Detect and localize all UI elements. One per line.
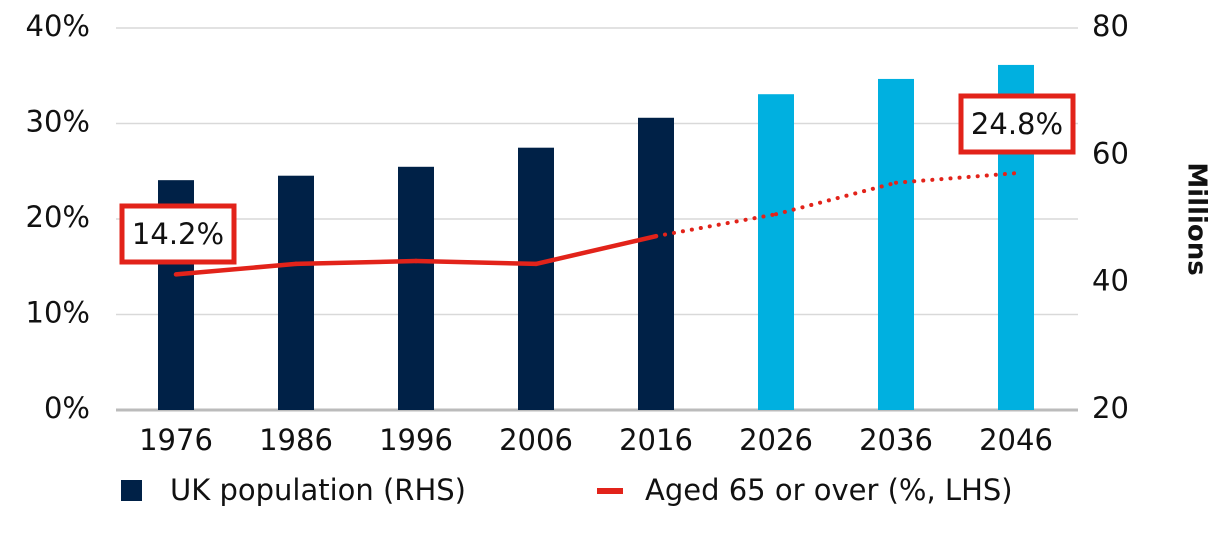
bar bbox=[878, 78, 914, 410]
legend-swatch bbox=[121, 480, 142, 501]
bar bbox=[398, 166, 434, 410]
line-segment bbox=[293, 258, 419, 267]
line-segment bbox=[774, 180, 898, 217]
data-label: 14.2% bbox=[132, 217, 224, 251]
y-tick-label: 20% bbox=[26, 200, 90, 234]
bar bbox=[518, 147, 554, 410]
x-tick-label: 2046 bbox=[979, 423, 1053, 457]
bar bbox=[638, 117, 674, 411]
x-tick-label: 2036 bbox=[859, 423, 933, 457]
bar bbox=[278, 175, 314, 410]
line-segment bbox=[654, 212, 778, 239]
y-tick-label: 40% bbox=[26, 9, 90, 43]
y-tick-label: 10% bbox=[26, 296, 90, 330]
y2-tick-label: 80 bbox=[1092, 9, 1129, 43]
y-tick-label: 30% bbox=[26, 105, 90, 139]
legend-label: Aged 65 or over (%, LHS) bbox=[645, 473, 1013, 507]
line-segment bbox=[533, 233, 659, 267]
x-tick-label: 2006 bbox=[499, 423, 573, 457]
x-tick-label: 1996 bbox=[379, 423, 453, 457]
legend-swatch bbox=[597, 488, 623, 494]
line-segment bbox=[173, 261, 299, 277]
x-tick-label: 1986 bbox=[259, 423, 333, 457]
line-segment bbox=[413, 258, 539, 267]
x-tick-label: 2026 bbox=[739, 423, 813, 457]
data-label-box bbox=[119, 203, 237, 265]
data-label-box bbox=[958, 93, 1076, 155]
bar bbox=[758, 94, 794, 411]
legend-label: UK population (RHS) bbox=[170, 473, 466, 507]
data-label: 24.8% bbox=[971, 107, 1063, 141]
x-tick-label: 1976 bbox=[139, 423, 213, 457]
y2-tick-label: 20 bbox=[1092, 391, 1129, 425]
y2-axis-label: Millions bbox=[1182, 162, 1212, 275]
x-tick-label: 2016 bbox=[619, 423, 693, 457]
y-tick-label: 0% bbox=[44, 391, 90, 425]
y2-tick-label: 60 bbox=[1092, 136, 1129, 170]
y2-tick-label: 40 bbox=[1092, 264, 1129, 298]
line-segment bbox=[894, 171, 1018, 185]
